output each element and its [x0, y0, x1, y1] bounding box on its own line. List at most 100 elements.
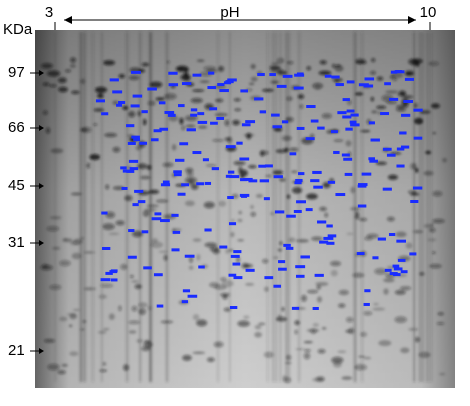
spot-tag — [173, 173, 182, 177]
gel-spot — [385, 90, 399, 94]
spot-tag — [291, 306, 300, 310]
gel-spot — [102, 223, 115, 230]
spot-tag — [181, 82, 192, 86]
spot-tag — [242, 177, 253, 181]
spot-tag — [209, 107, 218, 111]
gel-spot — [392, 78, 398, 81]
gel-spot — [71, 90, 80, 95]
spot-tag — [245, 268, 255, 272]
gel-spot — [166, 60, 170, 64]
spot-tag — [346, 109, 355, 113]
gel-spot — [185, 200, 195, 207]
gel-spot — [128, 110, 136, 118]
spot-tag — [278, 267, 287, 271]
spot-tag — [285, 246, 294, 250]
spot-tag — [370, 138, 380, 142]
gel-spot — [352, 272, 365, 278]
gel-spot — [137, 302, 148, 308]
mass-unit: KDa — [3, 21, 33, 38]
gel-spot — [285, 354, 292, 361]
spot-tag — [171, 213, 179, 217]
spot-tag — [294, 181, 302, 185]
gel-spot — [395, 231, 407, 238]
gel-spot — [186, 171, 194, 177]
spot-tag — [273, 175, 283, 179]
spot-tag — [296, 126, 305, 130]
gel-spot — [49, 284, 62, 290]
gel-spot — [396, 107, 406, 112]
gel-streak — [353, 32, 357, 382]
gel-spot — [250, 63, 256, 70]
spot-tag — [109, 78, 119, 82]
spot-tag — [396, 147, 405, 151]
spot-tag — [384, 268, 392, 272]
gel-spot — [245, 283, 255, 286]
gel-spot — [243, 263, 253, 268]
gel-spot — [363, 311, 373, 316]
gel-spot — [192, 314, 200, 321]
gel-spot — [136, 338, 143, 343]
gel-spot — [146, 204, 159, 208]
gel-spot — [338, 303, 346, 308]
spot-tag — [399, 131, 407, 135]
spot-tag — [295, 265, 306, 269]
spot-tag — [227, 170, 235, 174]
gel-spot — [429, 227, 436, 233]
gel-spot — [124, 195, 133, 202]
gel-spot — [99, 369, 108, 372]
spot-tag — [368, 157, 375, 161]
gel-streak — [285, 32, 288, 382]
gel-spot — [306, 66, 312, 71]
gel-spot — [276, 57, 285, 64]
gel-spot — [42, 82, 50, 86]
spot-tag — [190, 108, 198, 112]
gel-streak — [279, 32, 282, 382]
gel-spot — [358, 355, 365, 358]
spot-tag — [310, 119, 319, 123]
gel-spot — [316, 296, 323, 303]
spot-tag — [160, 219, 170, 223]
spot-tag — [219, 89, 229, 93]
spot-tag — [139, 141, 148, 145]
gel-spot — [370, 96, 374, 102]
spot-tag — [228, 273, 237, 277]
gel-streak — [267, 32, 269, 382]
gel-spot — [370, 70, 376, 75]
spot-tag — [273, 284, 282, 288]
gel-spot — [198, 126, 208, 129]
gel-streak — [426, 32, 429, 382]
gel-spot — [142, 210, 150, 218]
spot-tag — [192, 151, 202, 155]
spot-tag — [171, 248, 180, 252]
spot-tag — [236, 141, 243, 145]
gel-spot — [250, 205, 254, 210]
spot-tag — [233, 276, 243, 280]
gel-spot — [335, 79, 339, 84]
gel-spot — [97, 330, 107, 334]
spot-tag — [164, 110, 175, 114]
spot-tag — [392, 264, 400, 268]
gel-spot — [104, 133, 117, 138]
marker-arrowhead — [39, 70, 44, 76]
gel-spot — [82, 320, 87, 323]
gel-spot — [311, 82, 324, 89]
gel-spot — [360, 331, 368, 337]
spot-tag — [327, 180, 336, 184]
spot-tag — [160, 183, 171, 187]
gel-spot — [213, 341, 224, 348]
gel-spot — [254, 325, 262, 330]
spot-tag — [259, 179, 270, 183]
spot-tag — [175, 158, 185, 162]
gel-spot — [134, 284, 142, 290]
gel-spot — [215, 98, 224, 103]
gel-spot — [120, 263, 128, 270]
gel-spot — [258, 322, 266, 326]
spot-tag — [95, 99, 105, 103]
spot-tag — [190, 113, 198, 117]
spot-tag — [341, 153, 350, 157]
gel-spot — [209, 282, 220, 288]
gel-spot — [321, 326, 327, 330]
gel-spot — [212, 138, 224, 142]
gel-spot — [139, 175, 151, 180]
